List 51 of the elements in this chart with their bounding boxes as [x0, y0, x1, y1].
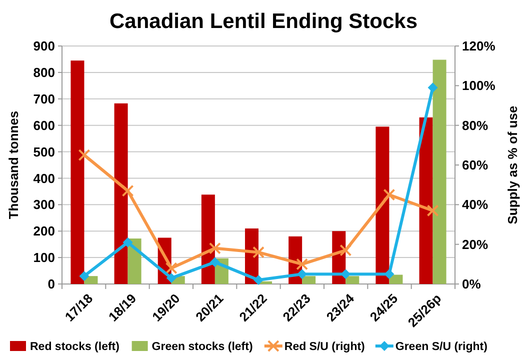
y2-tick-label: 60%: [462, 158, 488, 173]
y-tick-label: 600: [33, 118, 55, 133]
point: [254, 275, 264, 286]
bar: [70, 60, 84, 284]
point: [122, 237, 133, 248]
y-axis-title: Thousand tonnes: [6, 110, 21, 220]
bar: [201, 194, 215, 284]
legend-label: Red S/U (right): [284, 341, 366, 354]
y-tick-label: 700: [33, 91, 55, 106]
point: [252, 246, 264, 258]
bar: [432, 60, 446, 284]
point: [208, 242, 221, 254]
point: [166, 273, 176, 284]
y2-tick-label: 40%: [462, 197, 488, 212]
point: [383, 188, 396, 201]
point: [384, 269, 394, 280]
y-tick-label: 200: [33, 224, 55, 239]
point: [426, 204, 439, 217]
y2-tick-label: 100%: [462, 78, 496, 94]
y2-tick-label: 0%: [462, 276, 482, 292]
point: [79, 271, 90, 282]
bar: [302, 276, 316, 284]
y-tick-label: 300: [33, 197, 55, 212]
point: [210, 257, 220, 268]
bar: [346, 276, 360, 284]
y2-tick-label: 120%: [462, 38, 496, 54]
y2-tick-label: 80%: [462, 118, 488, 133]
legend-label: Green S/U (right): [395, 341, 488, 354]
point: [428, 82, 438, 93]
point: [297, 269, 308, 280]
y2-tick-label: 20%: [462, 236, 488, 252]
legend-label: Red stocks (left): [30, 341, 120, 354]
chart-title: Canadian Lentil Ending Stocks: [109, 10, 418, 33]
point: [296, 258, 308, 270]
point: [122, 184, 134, 197]
point: [340, 269, 351, 280]
legend-label: Green stocks (left): [152, 341, 253, 354]
y2-axis-title: Supply as % of use: [505, 106, 520, 224]
y-tick-label: 400: [33, 170, 55, 186]
y-tick-label: 0: [48, 276, 55, 292]
point: [78, 149, 90, 162]
point: [340, 244, 352, 256]
point: [165, 262, 178, 274]
y-tick-label: 800: [33, 64, 55, 80]
bar: [376, 126, 390, 284]
bar: [389, 274, 403, 284]
y-tick-label: 500: [33, 144, 55, 160]
y-tick-label: 100: [33, 250, 55, 266]
bar: [114, 103, 128, 284]
y-tick-label: 900: [33, 38, 55, 54]
bar: [419, 117, 433, 284]
